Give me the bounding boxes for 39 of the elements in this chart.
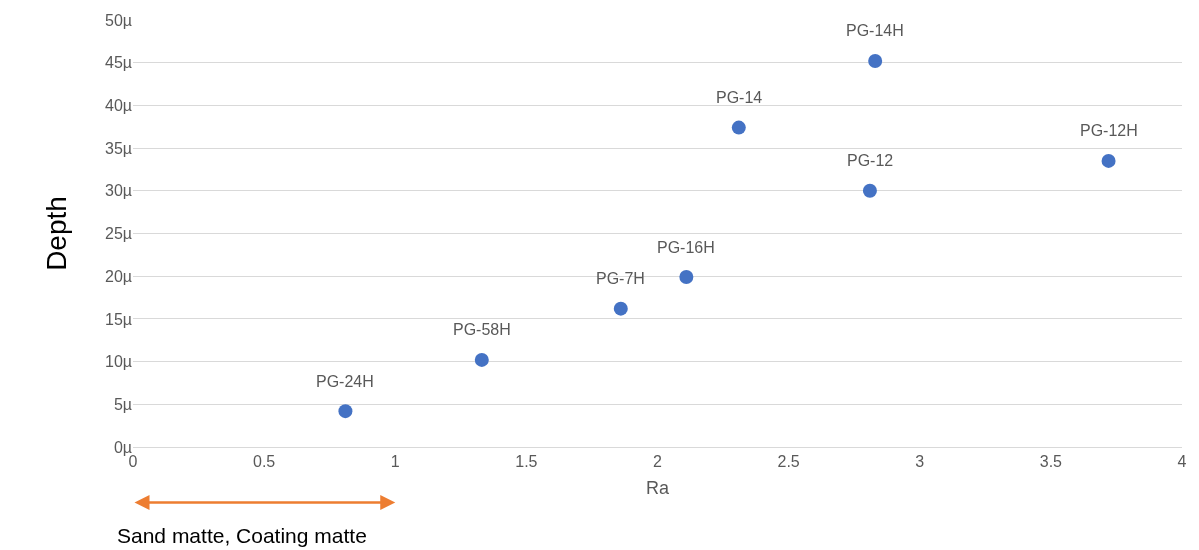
annotation: PG-24H xyxy=(316,373,374,390)
y-tick-label: 15µ xyxy=(104,310,132,328)
x-tick-label: 2 xyxy=(653,453,663,471)
text: Sand matte, Coating matte xyxy=(117,524,367,547)
point xyxy=(862,183,877,198)
x-tick-label: 0 xyxy=(128,453,138,471)
y-tick-label: 0µ xyxy=(113,438,132,456)
x-tick-label: 0.5 xyxy=(253,453,276,471)
x-tick-label: 1.5 xyxy=(515,453,538,471)
annotation: PG-7H xyxy=(596,270,645,287)
annotation: PG-12 xyxy=(847,152,894,169)
annotation: PG-14 xyxy=(716,89,763,106)
y-tick-label: 50µ xyxy=(104,11,132,29)
point xyxy=(474,352,489,367)
annotation: PG-16H xyxy=(657,239,715,256)
y-tick-label: 40µ xyxy=(104,97,132,114)
x-axis-title: Ra xyxy=(645,478,670,499)
point xyxy=(868,53,883,68)
x-tick-label: 3 xyxy=(915,453,925,471)
point xyxy=(1101,153,1116,168)
point xyxy=(679,270,694,285)
point xyxy=(731,120,746,135)
y-tick-label: 10µ xyxy=(104,353,132,371)
x-tick-label: 3.5 xyxy=(1039,453,1063,471)
point xyxy=(613,301,628,316)
x-tick-label: 1 xyxy=(390,453,400,471)
annotation: PG-58H xyxy=(453,321,511,338)
point xyxy=(338,404,353,419)
y-axis-title: Depth xyxy=(40,196,72,271)
y-tick-label: 30µ xyxy=(104,182,132,200)
y-tick-label: 20µ xyxy=(104,267,132,285)
y-tick-label: 25µ xyxy=(104,225,132,243)
y-tick-label: 45µ xyxy=(104,54,132,72)
y-tick-label: 35µ xyxy=(104,139,132,157)
x-tick-label: 4 xyxy=(1177,453,1187,471)
y-tick-label: 5µ xyxy=(113,395,132,413)
x-tick-label: 2.5 xyxy=(777,453,800,471)
annotation: PG-14H xyxy=(846,22,904,39)
annotation: PG-12H xyxy=(1080,122,1138,139)
